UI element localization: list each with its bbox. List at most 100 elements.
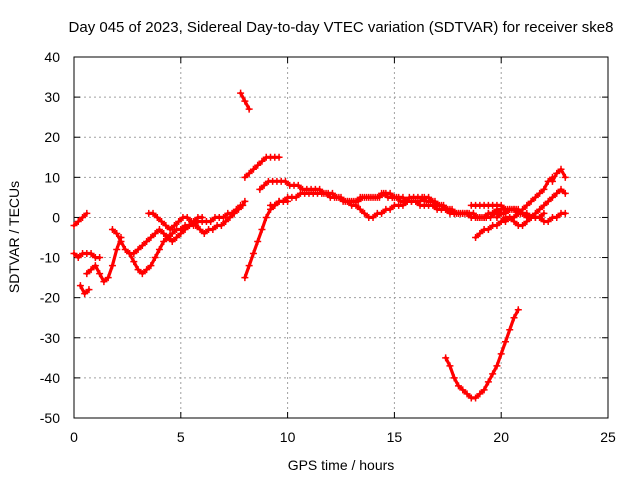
- x-tick-label: 15: [387, 429, 403, 445]
- data-point: [160, 238, 168, 246]
- data-point: [294, 181, 302, 189]
- data-point: [484, 378, 492, 386]
- data-point: [472, 394, 480, 402]
- data-point: [386, 189, 394, 197]
- series-arc-m: [343, 189, 505, 221]
- series-arc-q: [497, 185, 569, 229]
- data-point: [523, 209, 531, 217]
- data-point: [177, 225, 185, 233]
- data-point: [561, 189, 569, 197]
- data-point: [83, 270, 91, 278]
- y-tick-label: -30: [40, 330, 60, 346]
- data-point: [497, 217, 505, 225]
- y-tick-label: 0: [52, 209, 60, 225]
- data-point: [130, 258, 138, 266]
- data-point: [356, 205, 364, 213]
- data-point: [493, 213, 501, 221]
- data-point: [258, 157, 266, 165]
- data-point: [553, 213, 561, 221]
- x-tick-label: 10: [280, 429, 296, 445]
- data-point: [241, 197, 249, 205]
- data-point: [209, 225, 217, 233]
- data-point: [437, 201, 445, 209]
- data-point: [151, 229, 159, 237]
- data-point: [514, 205, 522, 213]
- data-point: [79, 213, 87, 221]
- series-arc-f: [126, 201, 245, 278]
- data-point: [446, 205, 454, 213]
- data-point: [108, 262, 116, 270]
- series-line: [550, 167, 567, 183]
- data-point: [241, 173, 249, 181]
- data-point: [70, 250, 78, 258]
- data-point: [249, 165, 257, 173]
- data-point: [254, 161, 262, 169]
- data-point: [536, 205, 544, 213]
- data-point: [540, 209, 548, 217]
- data-point: [352, 197, 360, 205]
- data-point: [149, 209, 157, 217]
- data-point: [399, 201, 407, 209]
- data-point: [489, 370, 497, 378]
- data-point: [70, 221, 78, 229]
- data-point: [497, 350, 505, 358]
- x-axis-label: GPS time / hours: [288, 457, 395, 473]
- data-point: [254, 238, 262, 246]
- data-point: [183, 213, 191, 221]
- data-point: [173, 234, 181, 241]
- data-point: [316, 185, 324, 193]
- y-tick-label: -10: [40, 250, 60, 266]
- data-point: [472, 234, 480, 241]
- data-point: [158, 217, 166, 225]
- data-point: [454, 382, 462, 390]
- data-point: [476, 390, 484, 398]
- y-tick-label: 40: [44, 49, 60, 65]
- data-point: [245, 105, 253, 113]
- axis-ticks: 0 5 10 15 20 25 -50 -40 -30 -20 -10 0 10 20 30 40: [40, 49, 616, 445]
- data-point: [200, 229, 208, 237]
- data-point: [484, 225, 492, 233]
- series-arc-g: [145, 197, 249, 237]
- data-point: [239, 201, 247, 209]
- data-point: [378, 209, 386, 217]
- data-point: [96, 254, 104, 262]
- data-point: [514, 306, 522, 314]
- data-point: [281, 177, 289, 185]
- data-point: [531, 193, 539, 201]
- x-tick-label: 0: [70, 429, 78, 445]
- data-point: [442, 354, 450, 362]
- series-arc-h: [237, 89, 253, 113]
- data-point: [162, 221, 170, 229]
- data-point: [234, 205, 242, 213]
- data-point: [510, 314, 518, 322]
- data-point: [168, 229, 176, 237]
- series-line: [499, 187, 567, 228]
- data-point: [275, 153, 283, 161]
- data-point: [501, 338, 509, 346]
- grid-lines: [74, 57, 608, 418]
- data-point: [292, 193, 300, 201]
- data-point: [386, 205, 394, 213]
- data-point: [557, 165, 565, 173]
- data-point: [523, 217, 531, 225]
- data-point: [147, 234, 155, 241]
- data-point: [113, 246, 121, 254]
- data-point: [429, 197, 437, 205]
- data-point: [175, 217, 183, 225]
- series-arc-s: [548, 165, 569, 185]
- data-point: [446, 362, 454, 370]
- series-arc-b: [70, 250, 104, 262]
- data-point: [425, 193, 433, 201]
- series-line: [72, 211, 89, 228]
- series-arc-a: [70, 209, 91, 229]
- data-point: [81, 290, 89, 298]
- data-point: [328, 189, 336, 197]
- data-point: [153, 213, 161, 221]
- data-point: [121, 246, 129, 254]
- y-tick-label: -40: [40, 370, 60, 386]
- data-point: [187, 217, 195, 225]
- series-arc-n: [442, 306, 522, 402]
- data-point: [561, 173, 569, 181]
- data-point: [249, 250, 257, 258]
- data-point: [245, 262, 253, 270]
